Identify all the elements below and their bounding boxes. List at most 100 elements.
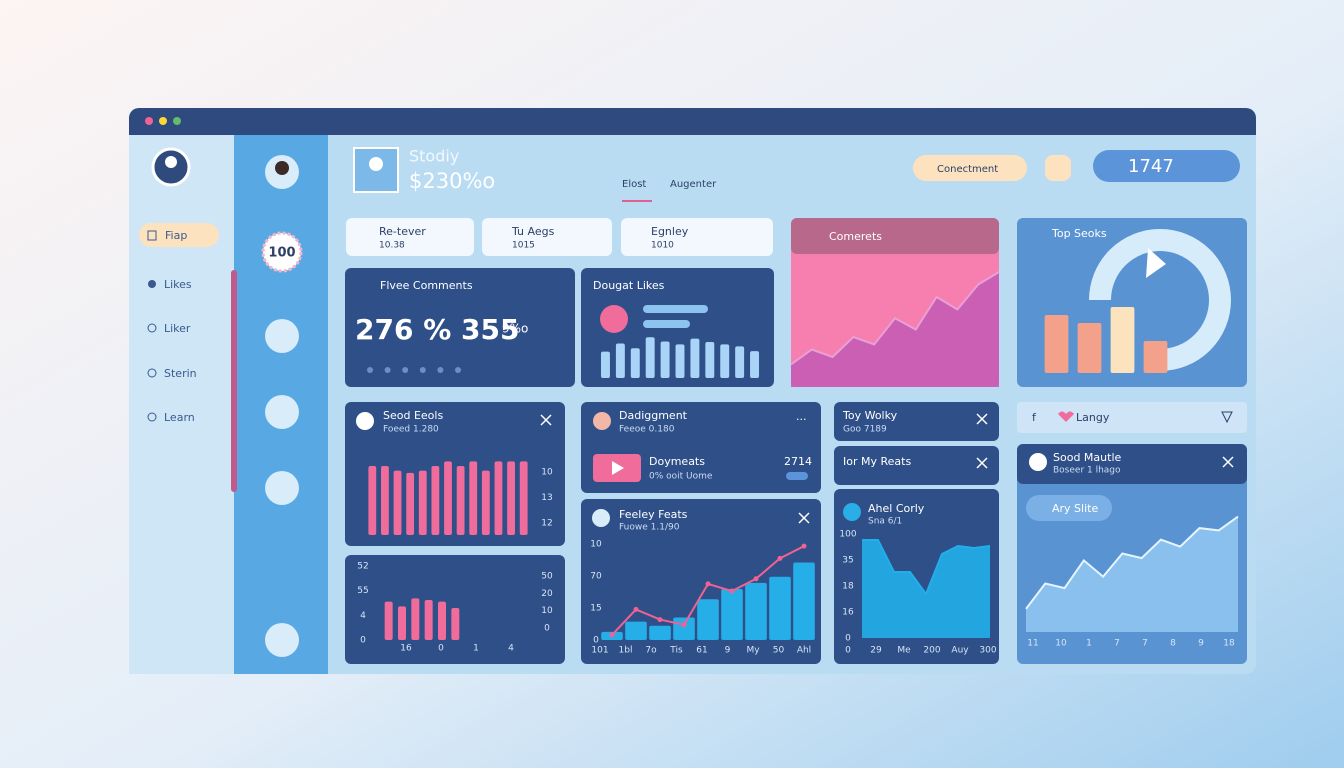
pager-dot — [419, 367, 426, 373]
line-point — [681, 622, 687, 628]
x-axis-label: 18 — [1223, 639, 1235, 649]
scroll-indicator — [231, 270, 237, 492]
filter-pill[interactable] — [1026, 495, 1112, 521]
rail-icon[interactable] — [265, 623, 299, 657]
bar — [398, 606, 406, 640]
x-axis-label: 16 — [400, 644, 412, 654]
tab[interactable]: Elost — [622, 179, 646, 190]
play-icon — [612, 461, 624, 475]
panel — [345, 268, 575, 387]
pager-dot — [367, 367, 373, 373]
arc-decoration — [1089, 229, 1231, 371]
icon — [147, 230, 157, 241]
tab[interactable]: Augenter — [670, 179, 717, 190]
summary-card[interactable] — [621, 218, 773, 256]
bar — [1110, 307, 1135, 373]
y-axis-label: 12 — [541, 519, 552, 529]
icon — [356, 412, 374, 430]
item-sub: 0% ooit Uome — [649, 472, 713, 482]
window-dot[interactable] — [145, 117, 153, 125]
bar — [793, 562, 815, 640]
x-axis-label: Tis — [669, 646, 683, 656]
area-line — [862, 539, 991, 597]
bar — [625, 621, 647, 640]
line-point — [705, 581, 711, 587]
x-axis-label: Me — [897, 646, 911, 656]
x-axis-label: 1 — [473, 644, 479, 654]
summary-card[interactable] — [482, 218, 612, 256]
pager-dot — [384, 367, 391, 373]
icon — [147, 323, 157, 333]
y-axis-label: 16 — [842, 608, 854, 618]
heart-icon[interactable] — [1058, 411, 1074, 423]
close-button[interactable] — [540, 414, 552, 426]
area — [862, 540, 990, 638]
sidebar-item[interactable]: Sterin — [164, 367, 197, 380]
window-dot[interactable] — [173, 117, 181, 125]
more-button[interactable]: ... — [796, 410, 807, 423]
panel-title: Ior My Reats — [843, 455, 911, 468]
bar — [406, 472, 415, 535]
search-box[interactable] — [1093, 150, 1240, 182]
icon-button[interactable] — [1045, 155, 1071, 181]
avatar-head — [275, 161, 289, 175]
bar — [600, 351, 610, 378]
bar — [1077, 323, 1102, 373]
sidebar-item[interactable]: Liker — [164, 322, 191, 335]
arrow-head — [1146, 248, 1166, 278]
sidebar-item[interactable]: Likes — [164, 278, 192, 291]
x-axis-label: 50 — [773, 646, 785, 656]
line-point — [657, 617, 663, 623]
sidebar-button[interactable] — [139, 223, 219, 247]
line-point — [633, 606, 639, 612]
dropdown-icon[interactable] — [1221, 411, 1233, 424]
y-axis-label: 20 — [541, 589, 553, 599]
icon — [592, 509, 610, 527]
panel-title: Flvee Comments — [380, 279, 473, 292]
bar — [456, 466, 465, 535]
x-axis-label: 7 — [1142, 639, 1148, 649]
close-button[interactable] — [976, 413, 988, 425]
close-button[interactable] — [976, 457, 988, 469]
bar — [481, 470, 490, 535]
panel — [834, 446, 999, 485]
icon[interactable]: f — [1032, 411, 1037, 424]
area-line — [790, 271, 1000, 366]
panel-title: Ahel Corly — [868, 502, 925, 515]
rail-icon[interactable] — [265, 395, 299, 429]
panel-sub: Foeed 1.280 — [383, 425, 439, 435]
pager-dot — [402, 367, 409, 373]
action-button[interactable] — [913, 155, 1027, 181]
rail-badge[interactable] — [261, 231, 303, 273]
panel-sub: Sna 6/1 — [868, 517, 902, 527]
x-axis-label: Ahl — [797, 646, 811, 656]
line-point — [729, 588, 735, 594]
avatar-head — [165, 156, 177, 168]
panel-unit: 9%o — [502, 322, 528, 336]
panel-title: Comerets — [829, 230, 882, 243]
bar — [750, 351, 760, 378]
bar — [721, 589, 743, 640]
search-value: 1747 — [1128, 156, 1174, 177]
panel-title: Dadiggment — [619, 409, 688, 422]
icon — [1029, 453, 1047, 471]
item-title: Doymeats — [649, 455, 705, 468]
close-button[interactable] — [1222, 456, 1234, 468]
x-axis-label: 7 — [1114, 639, 1120, 649]
x-axis-label: 10 — [1055, 639, 1067, 649]
rail-icon[interactable] — [265, 319, 299, 353]
x-axis-label: 1 — [1086, 639, 1092, 649]
panel-sub: Fuowe 1.1/90 — [619, 523, 680, 533]
bar — [720, 344, 730, 378]
y-axis-label: 0 — [845, 634, 851, 644]
x-axis-label: 11 — [1027, 639, 1038, 649]
sidebar-item[interactable]: Learn — [164, 411, 195, 424]
pager-dot — [455, 367, 461, 373]
x-axis-label: 9 — [725, 646, 731, 656]
rail-icon[interactable] — [265, 471, 299, 505]
window-dot[interactable] — [159, 117, 167, 125]
summary-card[interactable] — [346, 218, 474, 256]
bar — [381, 466, 389, 535]
close-button[interactable] — [798, 512, 810, 524]
